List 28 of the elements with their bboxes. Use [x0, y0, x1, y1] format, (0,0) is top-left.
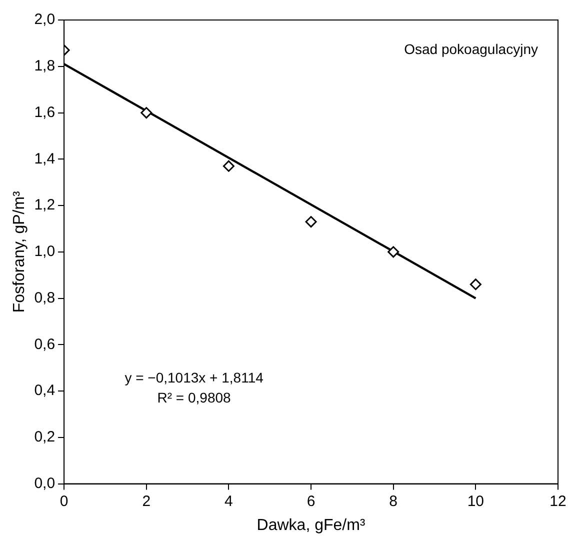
x-tick-label: 4 [224, 492, 233, 510]
x-tick-label: 10 [467, 492, 484, 510]
annotation: y = −0,1013x + 1,8114 [124, 370, 264, 386]
point [222, 160, 234, 172]
point [388, 246, 400, 258]
x-tick-label: 8 [389, 492, 398, 510]
y-tick-label: 1,0 [34, 243, 56, 260]
x-tick-label: 12 [550, 492, 566, 510]
y-tick-label: 1,8 [34, 58, 56, 75]
point [140, 107, 152, 119]
x-tick-label: 2 [142, 492, 151, 510]
point [470, 278, 482, 290]
x-axis-title: Dawka, gFe/m³ [256, 516, 366, 534]
annotation: Osad pokoagulacyjny [404, 40, 538, 57]
y-tick-label: 1,6 [34, 104, 56, 121]
y-tick-label: 0,6 [34, 336, 56, 353]
x-tick-label: 0 [60, 492, 68, 510]
point [305, 216, 317, 228]
y-tick-label: 0,0 [34, 474, 56, 492]
y-tick-label: 0,4 [34, 382, 56, 400]
x-tick-label: 6 [306, 492, 316, 510]
y-tick-label: 1,2 [34, 196, 56, 214]
y-tick-label: 1,4 [34, 150, 56, 168]
y-axis-title: Fosforany, gP/m³ [11, 190, 28, 313]
y-tick-label: 2,0 [34, 11, 56, 28]
y-tick-label: 0,2 [34, 428, 56, 446]
annotation: R² = 0,9808 [157, 390, 232, 406]
y-tick-label: 0,8 [34, 289, 56, 306]
